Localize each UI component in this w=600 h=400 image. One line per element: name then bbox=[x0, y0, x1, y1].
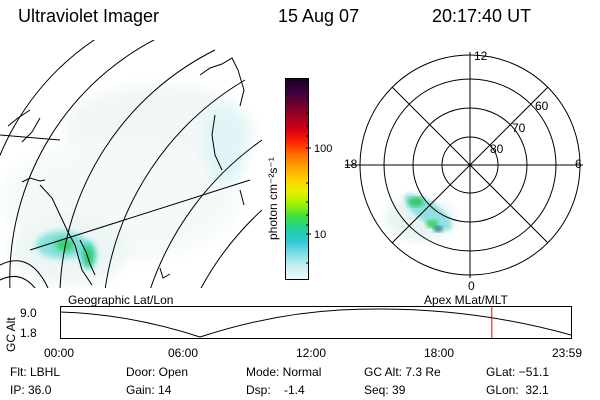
geo-emission-haze bbox=[0, 85, 255, 285]
geo-grid bbox=[0, 40, 262, 288]
altitude-plot bbox=[60, 306, 572, 339]
colorbar-tick-100: 100 bbox=[314, 143, 332, 155]
status-dsp: Dsp: -1.4 bbox=[246, 383, 305, 397]
polar-emission bbox=[385, 193, 455, 241]
status-seq: Seq: 39 bbox=[364, 383, 406, 397]
colorbar-axis: 100 10 bbox=[306, 97, 332, 264]
status-gc-alt: GC Alt: 7.3 Re bbox=[364, 365, 441, 379]
status-glon: GLon: 32.1 bbox=[486, 383, 549, 397]
polar-grid bbox=[345, 52, 583, 278]
polar-lat-60: 60 bbox=[535, 99, 549, 113]
polar-lat-80: 80 bbox=[490, 142, 504, 156]
status-door: Door: Open bbox=[126, 365, 189, 379]
status-ip: IP: 36.0 bbox=[10, 383, 52, 397]
geo-aurora-patch bbox=[36, 231, 96, 269]
colorbar-tick-10: 10 bbox=[314, 229, 326, 241]
polar-plot-label: Apex MLat/MLT bbox=[424, 293, 508, 307]
x-tick-0600: 06:00 bbox=[168, 346, 199, 360]
polar-mlt-0: 0 bbox=[468, 279, 475, 292]
date-label: 15 Aug 07 bbox=[278, 6, 360, 26]
colorbar bbox=[285, 78, 309, 280]
status-glat: GLat: −51.1 bbox=[486, 365, 550, 379]
status-gain: Gain: 14 bbox=[126, 383, 172, 397]
polar-lat-70: 70 bbox=[512, 121, 526, 135]
gc-alt-tick-low: 1.8 bbox=[20, 326, 37, 340]
x-tick-1200: 12:00 bbox=[296, 346, 327, 360]
gc-alt-tick-high: 9.0 bbox=[20, 306, 37, 320]
geo-coastlines bbox=[7, 57, 245, 286]
geo-map-label: Geographic Lat/Lon bbox=[68, 293, 174, 307]
polar-mlt-6: 6 bbox=[575, 157, 582, 171]
geographic-map bbox=[0, 40, 262, 288]
polar-mlt-12: 12 bbox=[474, 49, 488, 63]
x-tick-0000: 00:00 bbox=[44, 346, 75, 360]
status-flt: Flt: LBHL bbox=[10, 365, 61, 379]
colorbar-unit-label: photon cm⁻²s⁻¹ bbox=[266, 157, 280, 240]
altitude-curve bbox=[60, 308, 572, 338]
status-mode: Mode: Normal bbox=[246, 365, 322, 379]
polar-mlt-18: 18 bbox=[344, 157, 358, 171]
time-label: 20:17:40 UT bbox=[432, 6, 532, 26]
x-tick-1800: 18:00 bbox=[424, 346, 455, 360]
gc-alt-axis-title: GC Alt bbox=[4, 317, 18, 352]
polar-plot: 12 18 6 0 60 70 80 bbox=[344, 49, 583, 292]
x-tick-2359: 23:59 bbox=[552, 346, 583, 360]
instrument-title: Ultraviolet Imager bbox=[18, 6, 160, 26]
